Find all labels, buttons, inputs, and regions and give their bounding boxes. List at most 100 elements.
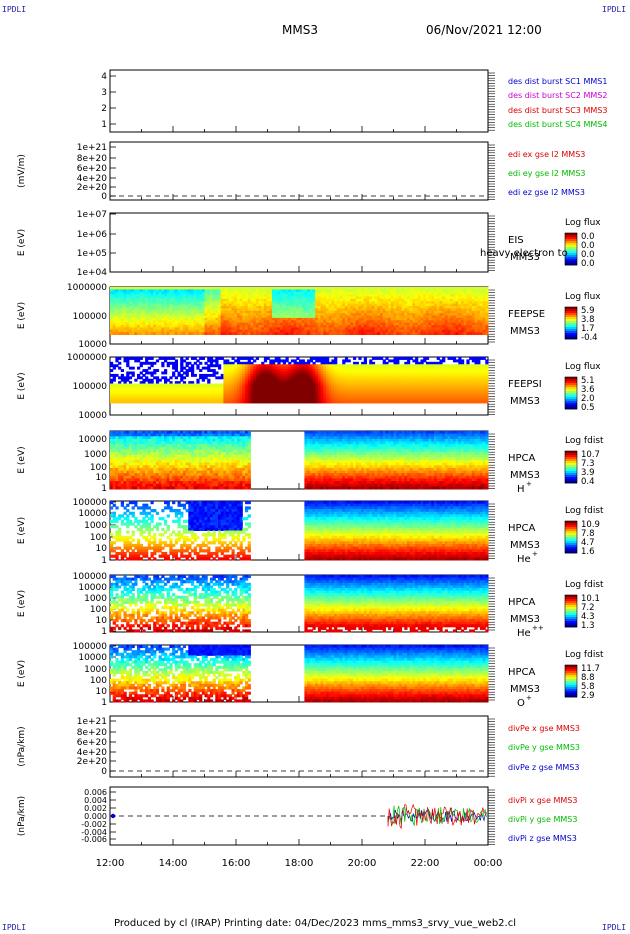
spectrogram-cell	[153, 325, 157, 328]
spectrogram-cell	[393, 306, 397, 309]
spectrogram-cell	[134, 398, 138, 401]
spectrogram-cell	[396, 301, 400, 305]
spectrogram-cell	[282, 313, 286, 317]
spectrogram-cell	[228, 388, 232, 392]
spectrogram-cell	[182, 320, 187, 324]
spectrogram-cell	[442, 287, 446, 290]
spectrogram-cell	[258, 325, 262, 328]
spectrogram-cell	[474, 294, 478, 298]
spectrogram-cell	[120, 320, 124, 324]
spectrogram-cell	[307, 301, 311, 305]
spectrogram-cell	[328, 315, 332, 319]
spectrogram-cell	[193, 332, 197, 336]
spectrogram-cell	[455, 296, 459, 300]
spectrogram-cell	[172, 400, 176, 404]
spectrogram-cell	[180, 317, 184, 321]
spectrogram-cell	[137, 308, 141, 312]
spectrogram-cell	[401, 308, 405, 312]
spectrogram-cell	[185, 398, 189, 401]
spectrogram-cell	[482, 322, 486, 326]
spectrogram-cell	[188, 332, 192, 336]
spectrogram-cell	[212, 298, 216, 302]
spectrogram-cell	[228, 400, 232, 404]
spectrogram-cell	[315, 296, 319, 300]
spectrogram-cell	[231, 364, 235, 368]
spectrogram-cell	[447, 332, 451, 336]
spectrogram-cell	[263, 301, 268, 305]
spectrogram-cell	[164, 359, 168, 363]
spectrogram-cell	[404, 329, 408, 333]
spectrogram-cell	[425, 320, 430, 324]
spectrogram-cell	[388, 325, 392, 328]
spectrogram-cell	[304, 298, 308, 302]
spectrogram-cell	[412, 291, 416, 295]
spacecraft-label: MMS3	[510, 326, 540, 337]
spectrogram-cell	[158, 395, 162, 399]
spectrogram-cell	[126, 386, 130, 389]
spectrogram-cell	[347, 310, 351, 314]
spectrogram-cell	[474, 289, 478, 293]
spectrogram-cell	[145, 378, 149, 382]
spectrogram-cell	[158, 294, 162, 298]
spectrogram-cell	[207, 390, 211, 394]
spectrogram-cell	[444, 306, 448, 309]
spectrogram-cell	[423, 315, 427, 319]
spectrogram-cell	[150, 329, 154, 333]
spectrogram-cell	[272, 322, 276, 326]
spectrogram-cell	[336, 310, 340, 314]
spectrogram-cell	[255, 308, 259, 312]
spectrogram-cell	[207, 322, 211, 326]
spectrogram-cell	[118, 400, 122, 404]
spectrogram-cell	[115, 390, 119, 394]
spectrogram-cell	[153, 320, 157, 324]
colorbar-cell	[565, 327, 577, 330]
spectrogram-cell	[215, 287, 219, 290]
spectrogram-cell	[485, 287, 489, 290]
spectrogram-cell	[228, 310, 232, 314]
y-tick-label: 4e+20	[77, 174, 108, 184]
spectrogram-cell	[239, 294, 243, 298]
spectrogram-cell	[209, 383, 214, 387]
spectrogram-cell	[390, 301, 394, 305]
spectrogram-cell	[115, 332, 119, 336]
spectrogram-cell	[142, 395, 146, 399]
spectrogram-cell	[153, 313, 157, 317]
spectrogram-cell	[234, 378, 238, 382]
spectrogram-cell	[466, 325, 470, 328]
spectrogram-cell	[180, 398, 184, 401]
spectrogram-cell	[158, 383, 162, 387]
spectrogram-cell	[326, 303, 330, 307]
spectrogram-cell	[447, 317, 451, 321]
spectrogram-cell	[223, 313, 227, 317]
spectrogram-cell	[164, 371, 168, 375]
spectrogram-cell	[247, 298, 251, 302]
spectrogram-cell	[150, 322, 154, 326]
spectrogram-cell	[463, 298, 467, 302]
spectrogram-cell	[145, 291, 149, 295]
spectrogram-cell	[323, 313, 327, 317]
spectrogram-cell	[234, 371, 238, 375]
spectrogram-cell	[177, 301, 181, 305]
spectrogram-cell	[444, 322, 448, 326]
spectrogram-cell	[250, 291, 254, 295]
spectrogram-cell	[239, 357, 243, 360]
spectrogram-cell	[288, 310, 292, 314]
spectrogram-cell	[172, 294, 176, 298]
spectrogram-cell	[155, 393, 160, 397]
spectrogram-cell	[444, 329, 448, 333]
spectrogram-cell	[185, 395, 189, 399]
spectrogram-cell	[461, 296, 465, 300]
colorbar-cell	[565, 249, 577, 252]
spectrogram-cell	[385, 310, 389, 314]
spectrogram-cell	[172, 361, 176, 365]
spectrogram-cell	[120, 329, 124, 333]
spectrogram-cell	[404, 298, 408, 302]
spectrogram-cell	[355, 308, 359, 312]
spectrogram-cell	[204, 322, 208, 326]
spectrogram-cell	[269, 332, 273, 336]
spectrogram-cell	[355, 303, 359, 307]
spectrogram-cell	[155, 322, 160, 326]
spectrogram-cell	[477, 287, 481, 290]
spectrogram-cell	[193, 320, 197, 324]
spectrogram-cell	[191, 320, 195, 324]
